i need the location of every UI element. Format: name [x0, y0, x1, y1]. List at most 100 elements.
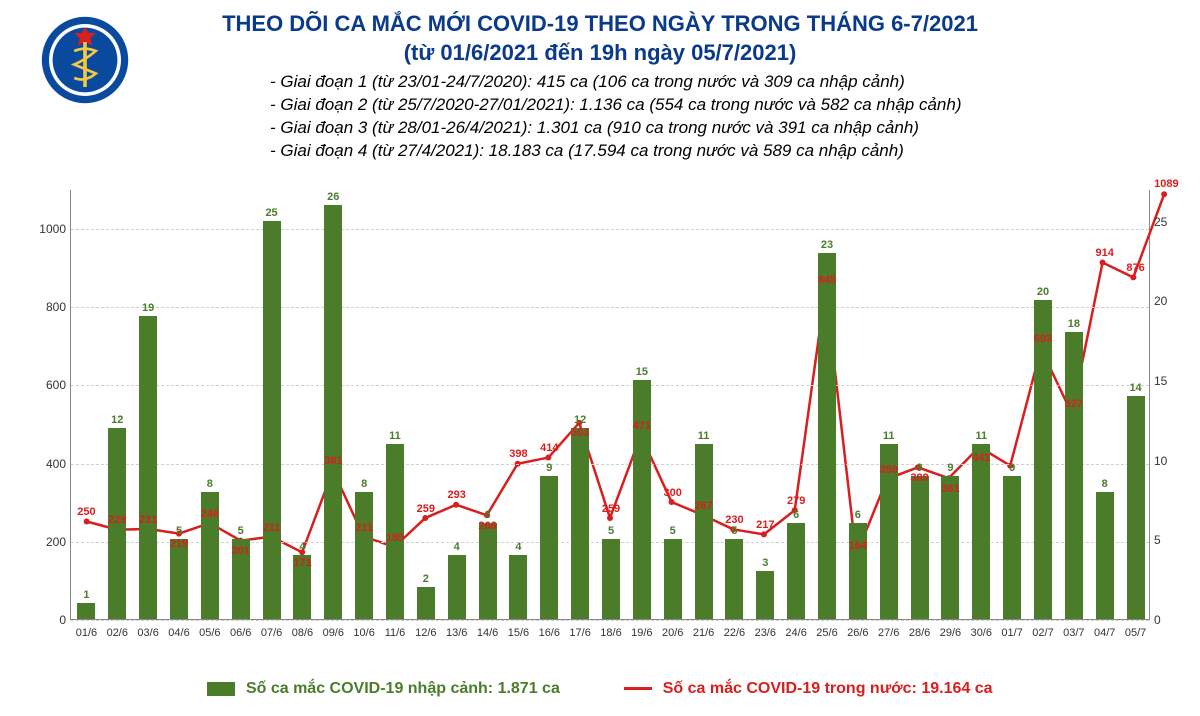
bar-value-label: 5: [164, 525, 194, 537]
x-tick-label: 17/6: [569, 627, 590, 639]
line-swatch: [624, 687, 652, 690]
x-tick-label: 04/7: [1094, 627, 1115, 639]
x-tick-label: 03/7: [1063, 627, 1084, 639]
bar: [664, 539, 682, 619]
x-tick-label: 22/6: [724, 627, 745, 639]
line-value-label: 217: [756, 519, 774, 531]
x-tick-label: 23/6: [755, 627, 776, 639]
bar-value-label: 15: [627, 366, 657, 378]
x-tick-label: 07/6: [261, 627, 282, 639]
grid-line: [71, 385, 1149, 386]
line-value-label: 845: [818, 274, 836, 286]
bar-value-label: 18: [1059, 318, 1089, 330]
line-value-label: 693: [1034, 333, 1052, 345]
bar-value-label: 4: [503, 541, 533, 553]
chart-title: THEO DÕI CA MẮC MỚI COVID-19 THEO NGÀY T…: [10, 10, 1190, 163]
bar-value-label: 26: [318, 191, 348, 203]
bar-value-label: 5: [226, 525, 256, 537]
bar: [1127, 396, 1145, 619]
x-tick-label: 01/7: [1001, 627, 1022, 639]
line-value-label: 381: [324, 455, 342, 467]
line-value-label: 201: [232, 545, 250, 557]
x-tick-label: 24/6: [785, 627, 806, 639]
line-value-label: 441: [972, 452, 990, 464]
bar-value-label: 3: [750, 557, 780, 569]
bar: [695, 444, 713, 619]
bar-value-label: 9: [935, 462, 965, 474]
bar-value-label: 5: [658, 525, 688, 537]
bar: [941, 476, 959, 619]
x-tick-label: 11/6: [385, 627, 406, 639]
x-tick-label: 05/7: [1125, 627, 1146, 639]
x-tick-label: 09/6: [323, 627, 344, 639]
bar: [1065, 332, 1083, 619]
bar: [756, 571, 774, 619]
bar: [448, 555, 466, 619]
phase-3: - Giai đoạn 3 (từ 28/01-26/4/2021): 1.30…: [270, 117, 1190, 140]
bar: [324, 205, 342, 619]
line-value-label: 246: [201, 508, 219, 520]
y-right-tick: 5: [1154, 533, 1179, 547]
y-right-tick: 20: [1154, 294, 1179, 308]
bar-value-label: 8: [1090, 478, 1120, 490]
bar: [725, 539, 743, 619]
x-tick-label: 05/6: [199, 627, 220, 639]
bar-value-label: 4: [442, 541, 472, 553]
bar: [972, 444, 990, 619]
line-value-label: 185: [386, 532, 404, 544]
bar-value-label: 11: [966, 430, 996, 442]
line-value-label: 914: [1096, 247, 1114, 259]
bar: [818, 253, 836, 619]
x-tick-label: 15/6: [508, 627, 529, 639]
bar-swatch: [207, 682, 235, 696]
bar-value-label: 6: [781, 509, 811, 521]
y-left-tick: 200: [26, 535, 66, 549]
bar-value-label: 8: [349, 478, 379, 490]
bar-value-label: 5: [719, 525, 749, 537]
bar-value-label: 2: [411, 573, 441, 585]
line-value-label: 361: [941, 483, 959, 495]
bar: [540, 476, 558, 619]
y-right-tick: 25: [1154, 215, 1179, 229]
bar-value-label: 25: [257, 207, 287, 219]
bar: [417, 587, 435, 619]
line-value-label: 398: [509, 448, 527, 460]
x-tick-label: 18/6: [600, 627, 621, 639]
bar-value-label: 12: [102, 414, 132, 426]
line-value-label: 259: [602, 503, 620, 515]
bar-value-label: 9: [534, 462, 564, 474]
plot-area: 020040060080010000510152025101/61202/619…: [70, 190, 1150, 620]
line-value-label: 250: [77, 506, 95, 518]
y-left-tick: 600: [26, 378, 66, 392]
legend-bar-item: Số ca mắc COVID-19 nhập cảnh: 1.871 ca: [207, 680, 559, 698]
x-tick-label: 02/6: [107, 627, 128, 639]
x-tick-label: 30/6: [971, 627, 992, 639]
legend: Số ca mắc COVID-19 nhập cảnh: 1.871 ca S…: [10, 680, 1190, 698]
ministry-logo: [40, 15, 130, 105]
x-tick-label: 03/6: [137, 627, 158, 639]
line-value-label: 171: [293, 557, 311, 569]
y-right-tick: 10: [1154, 454, 1179, 468]
bar: [77, 603, 95, 619]
line-value-label: 267: [694, 500, 712, 512]
line-value-label: 266: [478, 520, 496, 532]
title-line-2: (từ 01/6/2021 đến 19h ngày 05/7/2021): [10, 39, 1190, 68]
legend-bar-text: Số ca mắc COVID-19 nhập cảnh: 1.871 ca: [246, 680, 560, 697]
bar-value-label: 11: [874, 430, 904, 442]
bar-value-label: 14: [1121, 382, 1151, 394]
y-left-tick: 1000: [26, 222, 66, 236]
bar-value-label: 12: [565, 414, 595, 426]
bar: [355, 492, 373, 619]
line-value-label: 211: [263, 522, 281, 534]
bar-value-label: 6: [843, 509, 873, 521]
x-tick-label: 08/6: [292, 627, 313, 639]
x-tick-label: 13/6: [446, 627, 467, 639]
bar: [571, 428, 589, 619]
x-tick-label: 01/6: [76, 627, 97, 639]
bar-value-label: 9: [997, 462, 1027, 474]
bar-value-label: 5: [596, 525, 626, 537]
line-value-label: 279: [787, 495, 805, 507]
bar-value-label: 1: [71, 589, 101, 601]
x-tick-label: 02/7: [1032, 627, 1053, 639]
line-value-label: 471: [633, 420, 651, 432]
